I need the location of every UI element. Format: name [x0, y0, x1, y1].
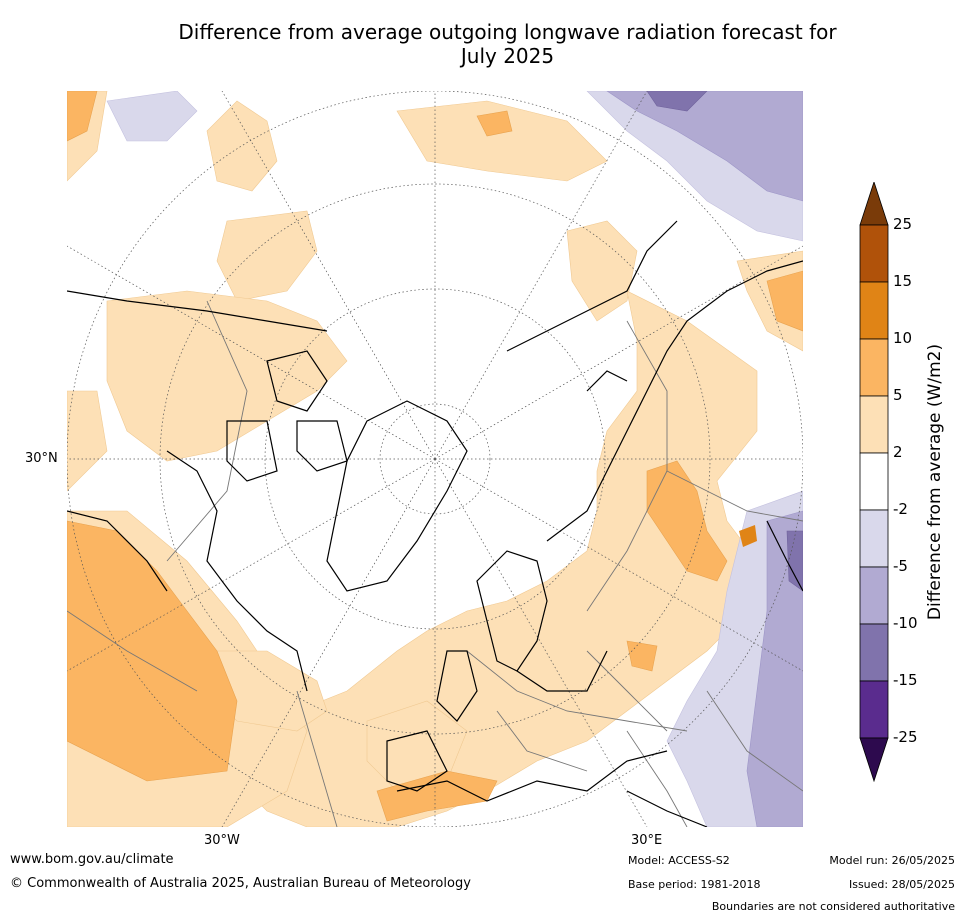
forecast-map	[67, 91, 803, 827]
colorbar-tick-2: 2	[893, 443, 903, 461]
colorbar-bin-minus10-minus15	[859, 623, 889, 682]
footer-website: www.bom.gov.au/climate	[10, 852, 174, 867]
chart-title: Difference from average outgoing longwav…	[0, 20, 965, 68]
colorbar-bin-2-5	[859, 395, 889, 454]
colorbar	[855, 180, 965, 783]
colorbar-top-arrow	[859, 180, 889, 226]
colorbar-title-text: Difference from average (W/m2)	[925, 343, 945, 621]
country-boundaries	[67, 300, 803, 827]
footer-base-period: Base period: 1981-2018	[628, 878, 761, 891]
title-line-1: Difference from average outgoing longwav…	[178, 20, 837, 44]
anomaly-minus5-to-minus10	[606, 91, 803, 827]
colorbar-bottom-arrow	[859, 737, 889, 783]
colorbar-bin-15-25	[859, 224, 889, 283]
colorbar-bin-minus2-minus5	[859, 509, 889, 568]
colorbar-tick-15: 15	[893, 272, 913, 290]
colorbar-bin-minus15-minus25	[859, 680, 889, 739]
lon-label-30e: 30°E	[631, 833, 663, 848]
footer-model: Model: ACCESS-S2	[628, 854, 730, 867]
colorbar-tick-25: 25	[893, 215, 913, 233]
lat-label-30n: 30°N	[25, 451, 58, 466]
lon-label-30w: 30°W	[204, 833, 240, 848]
footer-copyright: © Commonwealth of Australia 2025, Austra…	[10, 876, 471, 891]
footer-disclaimer: Boundaries are not considered authoritat…	[711, 900, 955, 913]
colorbar-bin-5-10	[859, 338, 889, 397]
anomaly-5-to-10	[67, 91, 803, 822]
coastlines	[67, 220, 803, 827]
colorbar-tick-minus5: -5	[893, 557, 908, 575]
footer-model-run: Model run: 26/05/2025	[829, 854, 955, 867]
colorbar-tick-10: 10	[893, 329, 913, 347]
colorbar-bin-10-15	[859, 281, 889, 340]
anomaly-10-to-15	[739, 525, 757, 547]
colorbar-tick-5: 5	[893, 386, 903, 404]
footer-issued: Issued: 28/05/2025	[848, 878, 955, 891]
graticule	[67, 91, 803, 827]
colorbar-tick-minus2: -2	[893, 500, 908, 518]
title-line-2: July 2025	[460, 44, 555, 68]
colorbar-tick-minus25: -25	[893, 728, 918, 746]
colorbar-bin-neutral	[859, 452, 889, 511]
colorbar-bin-minus5-minus10	[859, 566, 889, 625]
colorbar-tick-minus10: -10	[893, 614, 918, 632]
anomaly-minus10-to-minus15	[646, 91, 803, 592]
colorbar-tick-minus15: -15	[893, 671, 918, 689]
